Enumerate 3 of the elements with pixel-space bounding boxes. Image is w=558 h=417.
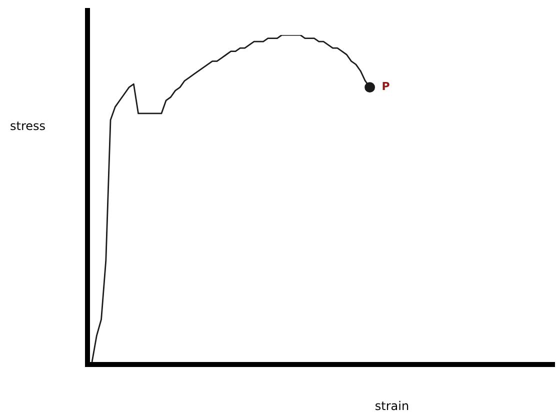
annotation: P: [382, 80, 390, 94]
y-axis-title: stress: [10, 119, 46, 134]
x-axis-title: strain: [374, 399, 410, 414]
